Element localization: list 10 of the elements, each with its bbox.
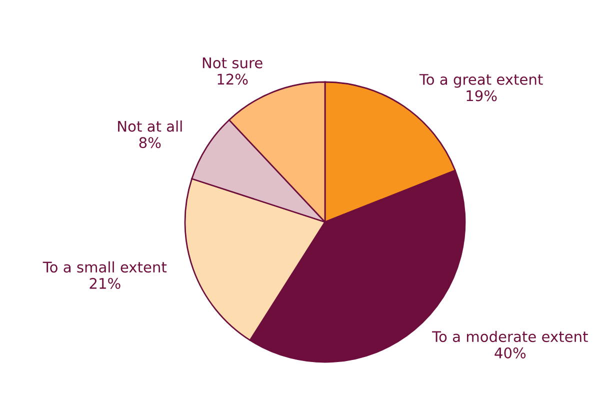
data-label: 19%	[466, 90, 497, 102]
data-label: 12%	[218, 74, 248, 85]
slice-label: Not sure	[202, 58, 262, 68]
slice-label: To a great extent	[419, 74, 543, 88]
data-label: 21%	[90, 278, 120, 289]
data-label: 40%	[494, 347, 526, 358]
slice-label: Not at all	[118, 120, 182, 132]
slice-label: To a moderate extent	[432, 330, 588, 342]
slice-label: To a small extent	[42, 261, 167, 273]
data-label: 8%	[139, 137, 161, 148]
